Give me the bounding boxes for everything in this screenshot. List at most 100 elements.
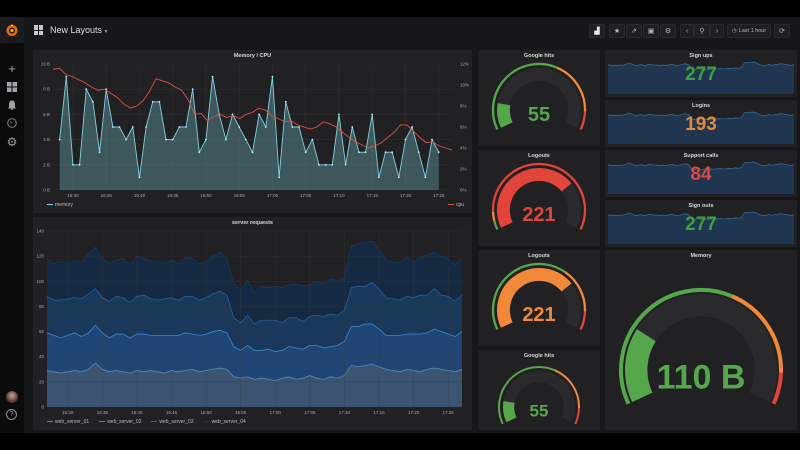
globe-icon[interactable] xyxy=(5,116,19,130)
threshold-green xyxy=(491,62,558,130)
bell-icon[interactable] xyxy=(5,98,19,112)
legend-item-web-server-01[interactable]: web_server_01 xyxy=(47,419,89,425)
memory-point xyxy=(198,151,201,154)
memory-point xyxy=(78,163,81,166)
plus-icon[interactable]: + xyxy=(8,60,16,76)
threshold-orange xyxy=(731,294,783,373)
y-tick-label: 140 xyxy=(36,229,44,234)
refresh-icon: ⟳ xyxy=(779,28,785,35)
y-right-tick-label: 6% xyxy=(460,125,467,130)
memory-point xyxy=(98,151,101,154)
legend-item-web-server-04[interactable]: web_server_04 xyxy=(203,419,246,425)
dashboard-title-dropdown[interactable]: New Layouts ▾ xyxy=(50,25,108,35)
y-left-tick-label: 10 B xyxy=(41,62,50,67)
zoom-out-button[interactable]: ⚲ xyxy=(694,24,710,38)
x-tick-label: 17:25 xyxy=(443,410,455,415)
threshold-red xyxy=(491,162,587,230)
stat-value: 84 xyxy=(690,164,712,185)
time-back-button[interactable]: ‹ xyxy=(680,24,694,38)
memory-point xyxy=(344,163,347,166)
chevron-left-icon: ‹ xyxy=(685,27,689,35)
memory-point xyxy=(131,126,134,128)
settings-button[interactable]: ⚙ xyxy=(660,24,676,38)
save-button[interactable]: ▣ xyxy=(643,24,659,38)
star-button[interactable]: ★ xyxy=(609,24,625,38)
gauge-fill xyxy=(625,329,657,403)
gauge-panel-logouts-2: Logouts 221 xyxy=(478,250,600,346)
memory-point xyxy=(371,113,374,116)
y-tick-label: 60 xyxy=(39,329,45,334)
panel-title: server requests xyxy=(232,220,273,226)
memory-point xyxy=(258,113,261,116)
y-left-tick-label: 8 B xyxy=(43,87,50,92)
time-range-picker[interactable]: ◷ Last 1 hour xyxy=(727,24,771,38)
stat-panel-logins: Logins 193 xyxy=(605,100,797,147)
threshold-green xyxy=(493,220,499,230)
y-tick-label: 80 xyxy=(39,304,45,309)
x-tick-label: 16:40 xyxy=(131,410,143,415)
grafana-logo[interactable] xyxy=(0,17,24,43)
memory-point xyxy=(331,163,334,166)
memory-point xyxy=(437,151,440,154)
y-tick-label: 20 xyxy=(39,379,45,384)
top-navbar: New Layouts ▾ ▟ ★ ⇗ ▣ ⚙ ‹ ⚲ › ◷ Last 1 ho… xyxy=(24,17,800,45)
panel-title: Google hits xyxy=(523,353,555,359)
area-web_server_01 xyxy=(47,363,462,407)
sparkline xyxy=(607,161,795,194)
threshold-orange xyxy=(554,369,580,409)
gear-icon[interactable]: ⚙ xyxy=(6,135,18,149)
threshold-red xyxy=(574,408,580,425)
memory-point xyxy=(225,138,227,141)
memory-point xyxy=(384,151,387,154)
memory-point xyxy=(284,100,287,103)
threshold-green xyxy=(491,262,566,330)
legend-item-cpu[interactable]: cpu xyxy=(447,202,464,208)
gauge-value: 221 xyxy=(522,204,555,226)
legend-item-web-server-03[interactable]: web_server_03 xyxy=(151,419,194,425)
panel-title: Logouts xyxy=(528,253,550,259)
y-right-tick-label: 0% xyxy=(460,188,467,193)
gauge-panel-google-hits: Google hits 55 xyxy=(478,50,600,146)
memory-point xyxy=(264,126,267,128)
legend: memory xyxy=(47,202,73,208)
memory-point xyxy=(278,176,280,179)
panel-server-requests: server requests 0 20 40 60 80 100 120 140 16:30 1… xyxy=(33,217,472,430)
memory-area xyxy=(59,76,439,190)
sparkline-area xyxy=(608,62,794,94)
x-tick-label: 16:40 xyxy=(134,193,146,198)
refresh-button[interactable]: ⟳ xyxy=(774,24,790,38)
y-right-tick-label: 4% xyxy=(460,146,467,151)
save-icon: ▣ xyxy=(647,28,655,35)
share-button[interactable]: ⇗ xyxy=(626,24,642,38)
gauge-panel-memory: Memory 110 B xyxy=(605,250,797,430)
x-tick-label: 16:45 xyxy=(166,410,178,415)
memory-point xyxy=(431,138,433,141)
help-icon[interactable]: ? xyxy=(6,409,17,420)
x-tick-label: 16:45 xyxy=(167,193,179,198)
memory-point xyxy=(397,176,400,179)
threshold-red xyxy=(771,372,783,405)
memory-point xyxy=(298,126,300,128)
x-tick-label: 17:15 xyxy=(367,193,379,198)
gauge-value: 55 xyxy=(528,104,550,126)
dashboards-icon[interactable] xyxy=(5,80,19,94)
avatar[interactable] xyxy=(6,391,18,403)
y-right-tick-label: 2% xyxy=(460,167,467,172)
sparkline-area xyxy=(608,162,794,194)
x-tick-label: 16:55 xyxy=(235,410,247,415)
x-tick-label: 17:00 xyxy=(270,410,282,415)
y-left-tick-label: 0 B xyxy=(43,188,50,193)
sparkline-area xyxy=(608,212,794,244)
legend-item-web-server-02[interactable]: web_server_02 xyxy=(99,419,141,425)
line-web_server_03 xyxy=(46,282,463,325)
x-tick-label: 17:05 xyxy=(300,193,312,198)
time-forward-button[interactable]: › xyxy=(710,24,724,38)
memory-point xyxy=(244,138,247,141)
memory-point xyxy=(411,126,413,128)
memory-point xyxy=(165,138,167,141)
legend-item-memory[interactable]: memory xyxy=(47,202,73,208)
add-panel-button[interactable]: ▟ xyxy=(589,24,605,38)
line-web_server_01 xyxy=(46,362,463,382)
caret-down-icon: ▾ xyxy=(104,29,108,35)
x-tick-label: 16:35 xyxy=(101,193,113,198)
